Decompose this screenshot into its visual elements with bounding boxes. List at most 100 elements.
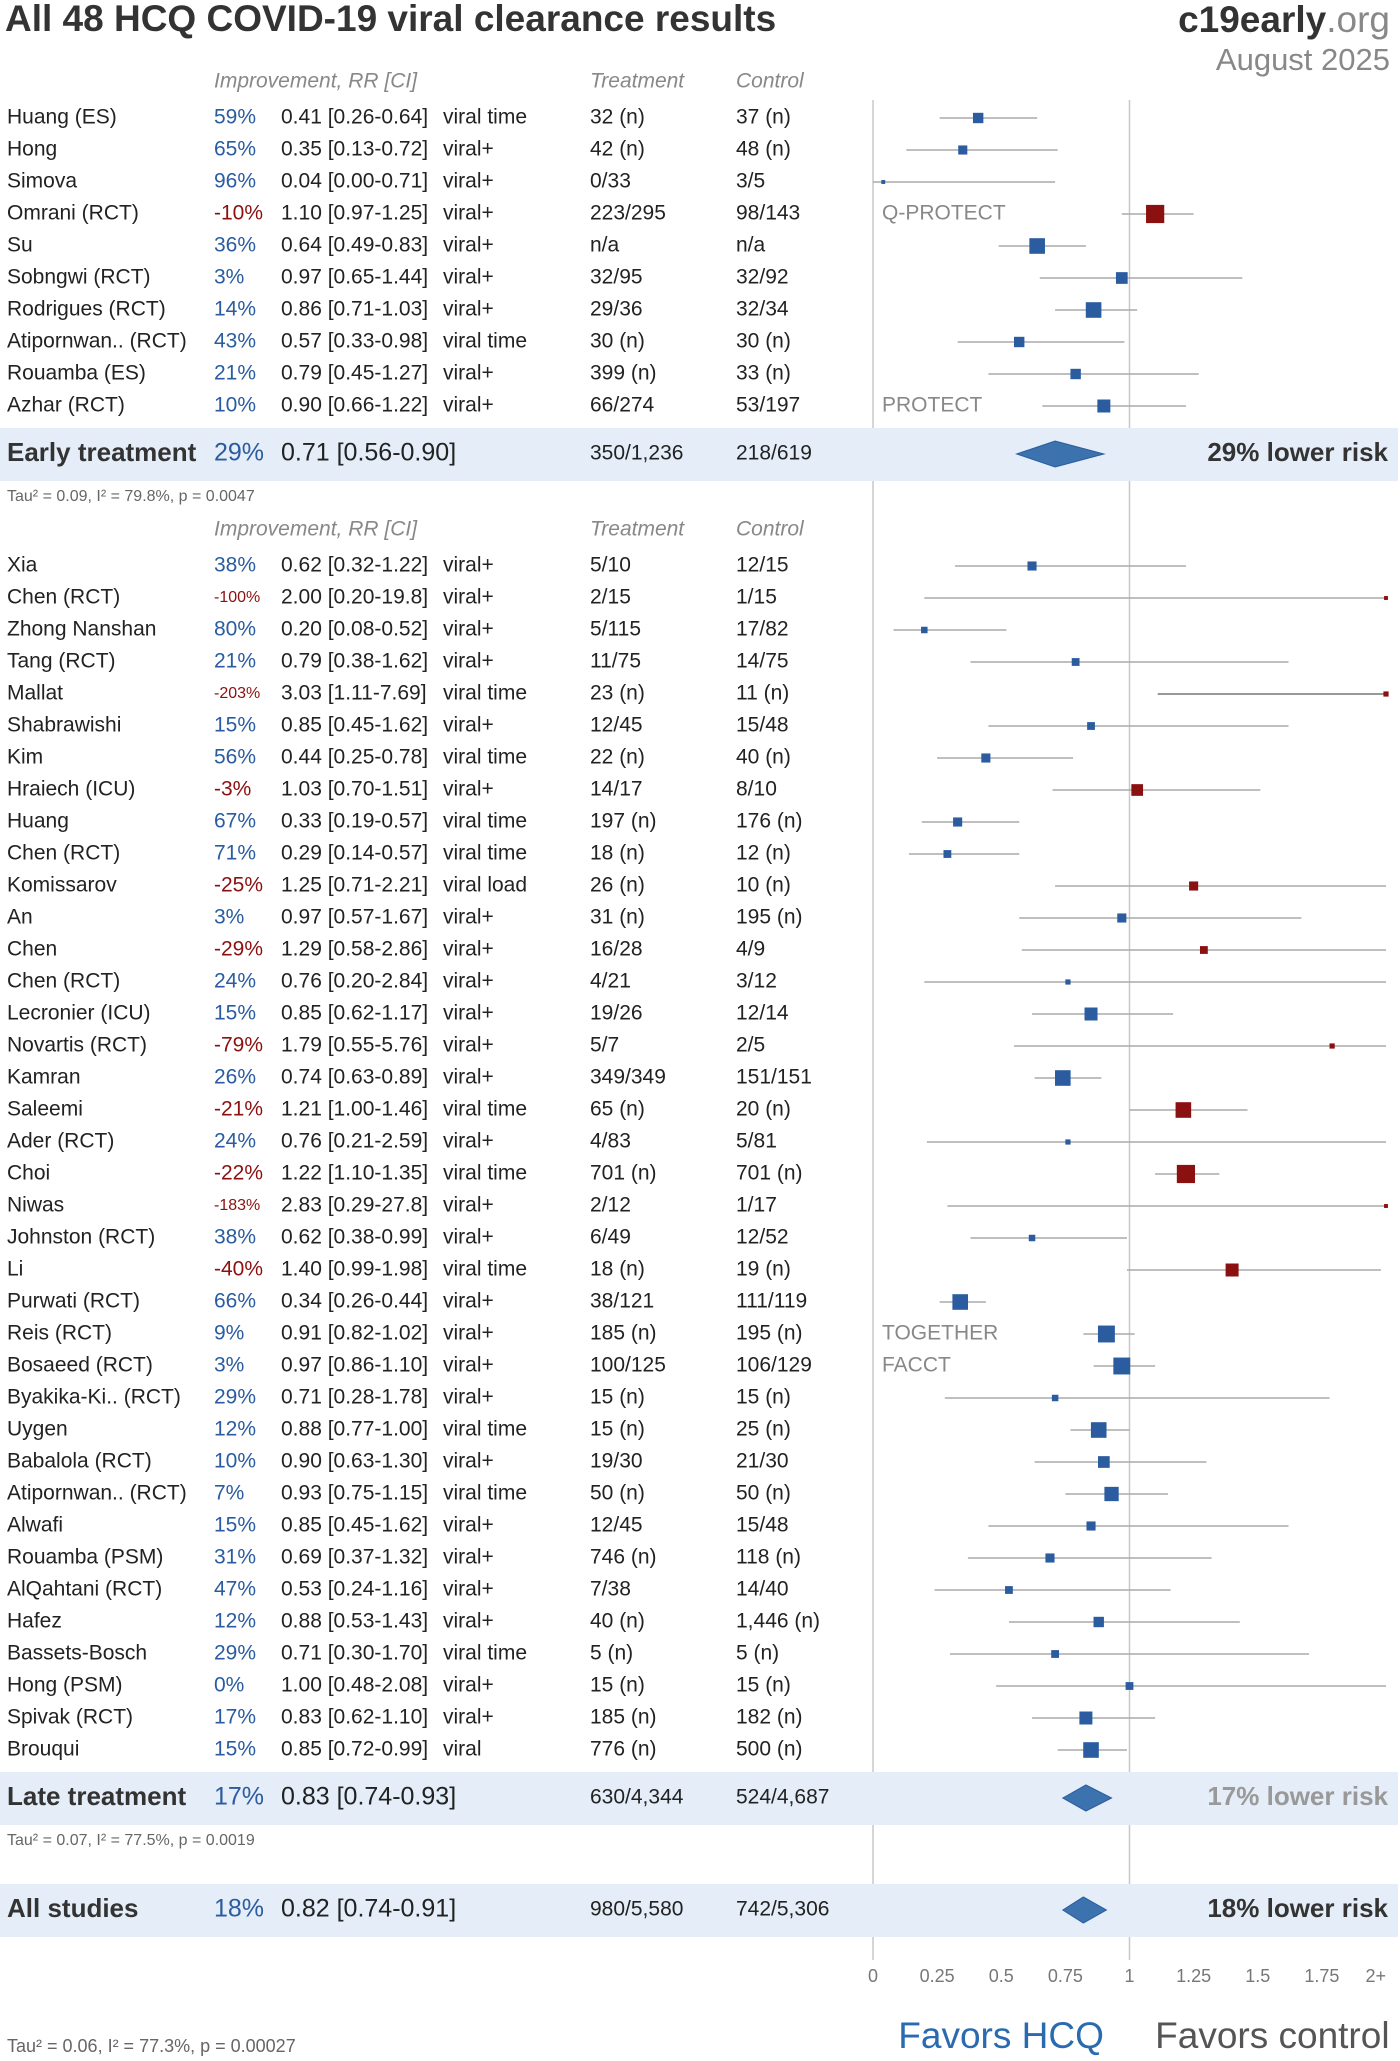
effect-square [1005,1586,1013,1594]
study-name: Rouamba (PSM) [7,1546,163,1569]
risk-ratio: 0.85 [0.45-1.62] [281,714,428,737]
control: 5 (n) [736,1642,779,1665]
study-name: Huang (ES) [7,106,117,129]
treatment: 11/75 [590,650,641,673]
study-name: Uygen [7,1418,68,1441]
treatment: 18 (n) [590,842,645,865]
control: 4/9 [736,938,765,961]
study-name: Azhar (RCT) [7,394,125,417]
study-name: Bosaeed (RCT) [7,1354,153,1377]
x-tick-label: 0.25 [920,1966,955,1986]
effect-square [1087,722,1095,730]
improvement: 56% [214,746,256,769]
improvement: -79% [214,1034,263,1057]
x-tick-label: 1.5 [1245,1966,1270,1986]
treatment: 349/349 [590,1066,666,1089]
effect-square [1071,658,1080,666]
outcome: viral time [443,746,527,769]
improvement: 29% [214,1642,256,1665]
improvement: 66% [214,1290,256,1313]
treatment: 65 (n) [590,1098,645,1121]
outcome: viral+ [443,1706,494,1729]
treatment: 42 (n) [590,138,645,161]
effect-square [1097,1325,1115,1343]
improvement: 24% [214,970,256,993]
control: 33 (n) [736,362,791,385]
effect-square [1029,238,1045,254]
treatment: 197 (n) [590,810,657,833]
summary-improvement: 17% [214,1783,264,1811]
treatment: 50 (n) [590,1482,645,1505]
effect-square [1051,1650,1060,1658]
control: 12/15 [736,554,789,577]
control: 17/82 [736,618,789,641]
summary-treatment: 350/1,236 [590,442,683,465]
risk-ratio: 1.10 [0.97-1.25] [281,202,428,225]
column-header: Treatment [590,70,685,93]
treatment: 185 (n) [590,1706,657,1729]
improvement: 10% [214,394,256,417]
effect-square [1097,399,1111,413]
improvement: 36% [214,234,256,257]
risk-ratio: 1.00 [0.48-2.08] [281,1674,428,1697]
summary-diamond [1061,1896,1108,1924]
study-name: Chen [7,938,57,961]
study-name: An [7,906,33,929]
risk-ratio: 0.34 [0.26-0.44] [281,1290,428,1313]
improvement: 71% [214,842,256,865]
study-name: Kim [7,746,43,769]
risk-ratio: 0.74 [0.63-0.89] [281,1066,428,1089]
improvement: -203% [214,685,260,702]
control: 1,446 (n) [736,1610,820,1633]
study-name: Johnston (RCT) [7,1226,155,1249]
summary-band [0,1772,1398,1825]
study-name: Choi [7,1162,50,1185]
improvement: 3% [214,906,244,929]
improvement: 26% [214,1066,256,1089]
column-header: Improvement, RR [CI] [214,518,418,541]
control: 701 (n) [736,1162,803,1185]
improvement: 21% [214,650,256,673]
treatment: 6/49 [590,1226,631,1249]
improvement: 80% [214,618,256,641]
outcome: viral+ [443,1674,494,1697]
heterogeneity-stats: Tau² = 0.09, I² = 79.8%, p = 0.0047 [7,488,255,505]
control: 500 (n) [736,1738,803,1761]
heterogeneity-stats: Tau² = 0.06, I² = 77.3%, p = 0.00027 [7,2036,296,2056]
improvement: 15% [214,714,256,737]
risk-ratio: 2.00 [0.20-19.8] [281,586,428,609]
summary-risk-ratio: 0.71 [0.56-0.90] [281,439,456,467]
study-name: Spivak (RCT) [7,1706,133,1729]
study-name: Babalola (RCT) [7,1450,152,1473]
study-name: Saleemi [7,1098,83,1121]
outcome: viral time [443,1098,527,1121]
treatment: 12/45 [590,1514,643,1537]
outcome: viral time [443,330,527,353]
treatment: 0/33 [590,170,631,193]
control: 14/40 [736,1578,789,1601]
control: 176 (n) [736,810,803,833]
effect-square [1065,1139,1071,1145]
control: 3/5 [736,170,765,193]
summary-treatment: 980/5,580 [590,1898,683,1921]
risk-ratio: 1.03 [0.70-1.51] [281,778,428,801]
improvement: -100% [214,589,260,606]
effect-square [1115,272,1128,284]
outcome: viral+ [443,234,494,257]
control: 37 (n) [736,106,791,129]
outcome: viral+ [443,1354,494,1377]
outcome: viral time [443,682,527,705]
favors-label: Favors control [1155,2015,1389,2056]
improvement: 0% [214,1674,244,1697]
risk-ratio: 0.76 [0.20-2.84] [281,970,428,993]
effect-square [1189,881,1199,891]
treatment: 15 (n) [590,1418,645,1441]
control: 195 (n) [736,906,803,929]
improvement: 12% [214,1610,256,1633]
study-name: Ader (RCT) [7,1130,114,1153]
summary-risk-ratio: 0.83 [0.74-0.93] [281,1783,456,1811]
effect-square [1104,1486,1119,1502]
effect-square [1084,1007,1098,1021]
outcome: viral+ [443,778,494,801]
